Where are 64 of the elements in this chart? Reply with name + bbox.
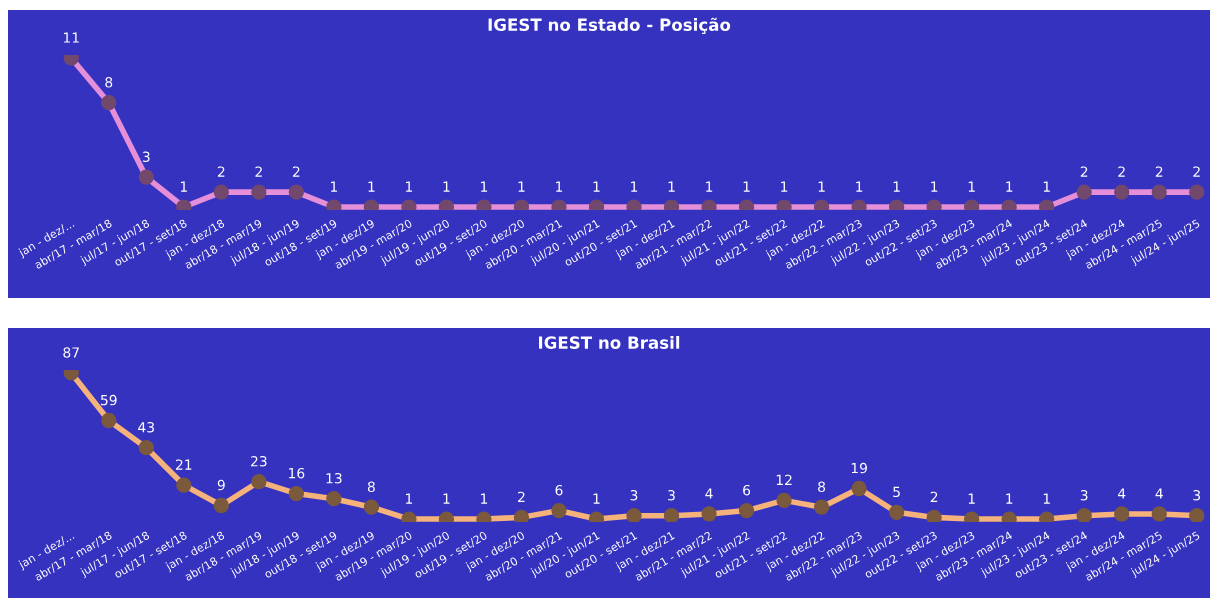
data-label: 1: [968, 493, 975, 504]
data-label: 4: [1117, 488, 1126, 499]
data-label: 1: [856, 181, 863, 192]
data-label: 6: [743, 484, 751, 496]
data-label: 3: [630, 489, 638, 501]
data-label: 8: [818, 481, 826, 492]
data-label: 1: [406, 493, 413, 504]
data-label: 1: [556, 181, 563, 192]
data-label: 1: [893, 181, 900, 192]
data-label: 2: [518, 491, 525, 502]
data-label: 2: [1193, 166, 1200, 177]
data-label: 6: [555, 484, 563, 496]
data-label: 3: [668, 489, 675, 501]
data-label: 1: [781, 181, 788, 192]
data-label: 43: [138, 422, 155, 433]
data-label: 1: [368, 181, 375, 192]
data-label: 4: [1155, 488, 1163, 499]
data-label: 3: [1193, 489, 1201, 501]
data-label: 16: [289, 467, 305, 479]
data-label: 1: [330, 181, 338, 192]
data-label: 1: [1043, 181, 1050, 192]
data-label: 1: [593, 493, 600, 504]
data-label: 4: [705, 488, 713, 499]
data-label: 1: [481, 181, 488, 192]
data-label: 1: [931, 181, 938, 192]
data-label: 1: [481, 493, 488, 504]
data-label: 19: [851, 462, 867, 474]
data-label: 3: [142, 151, 150, 163]
data-label: 1: [443, 181, 450, 192]
data-label: 1: [1043, 493, 1050, 504]
data-label: 1: [593, 181, 600, 192]
data-label: 1: [968, 181, 975, 192]
data-label: 87: [63, 347, 79, 358]
data-label: 9: [217, 479, 225, 491]
data-label: 8: [367, 481, 375, 492]
data-label: 1: [1006, 493, 1013, 504]
data-label: 3: [1080, 489, 1088, 501]
data-label: 1: [1006, 181, 1013, 192]
data-label: 2: [1118, 166, 1125, 177]
data-label: 8: [105, 77, 113, 88]
data-label: 1: [406, 181, 413, 192]
data-label: 23: [251, 455, 267, 467]
data-label: 2: [217, 166, 225, 177]
data-label: 5: [893, 486, 900, 498]
data-label: 1: [743, 181, 750, 192]
data-label: 12: [776, 474, 792, 485]
data-label: 13: [326, 472, 342, 484]
data-label: 1: [518, 181, 525, 192]
data-label: 2: [255, 166, 262, 177]
data-label: 1: [706, 181, 713, 192]
data-label: 1: [631, 181, 638, 192]
data-label: 2: [1080, 166, 1088, 177]
data-label: 1: [443, 493, 450, 504]
data-label: 2: [292, 166, 300, 177]
data-label: 2: [930, 491, 938, 502]
data-label: 2: [1155, 166, 1163, 177]
data-label: 59: [101, 394, 117, 406]
data-label: 1: [818, 181, 825, 192]
chart-title: IGEST no Brasil: [538, 336, 680, 349]
data-label: 21: [175, 459, 192, 470]
data-label: 1: [668, 181, 675, 192]
chart-title: IGEST no Estado - Posição: [488, 17, 731, 35]
data-label: 1: [180, 181, 187, 192]
data-label: 11: [63, 32, 79, 43]
